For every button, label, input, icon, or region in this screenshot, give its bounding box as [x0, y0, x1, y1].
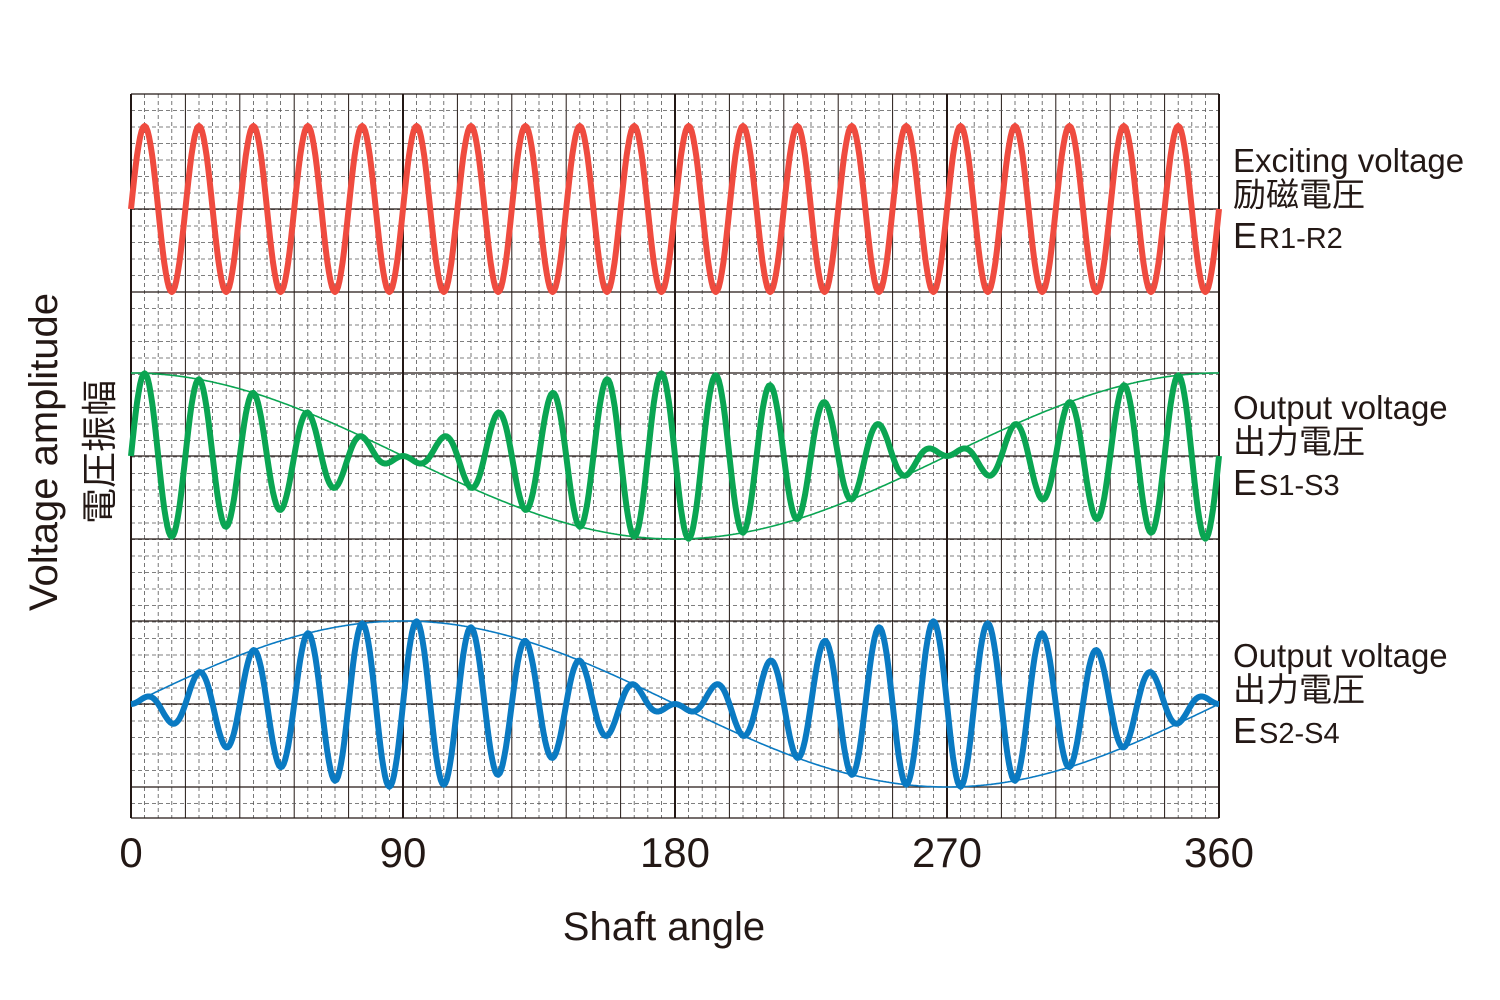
legend-subscript: R1-R2	[1259, 223, 1343, 255]
x-tick-label: 180	[640, 829, 710, 876]
curves	[128, 123, 1222, 790]
waveform	[129, 618, 1221, 790]
legend-symbol: E	[1233, 710, 1257, 751]
legend-label: Exciting voltage	[1233, 142, 1464, 179]
x-tick-label: 360	[1184, 829, 1254, 876]
legend-label-ja: 出力電圧	[1233, 423, 1365, 460]
x-axis-label: Shaft angle	[563, 905, 765, 949]
waveform	[128, 123, 1222, 295]
legend-symbol: E	[1233, 462, 1257, 503]
legend-label-ja: 励磁電圧	[1233, 176, 1365, 213]
y-axis-label-ja: 電圧振幅	[79, 380, 120, 524]
x-tick-label: 0	[119, 829, 142, 876]
legend-label: Output voltage	[1233, 389, 1448, 426]
y-axis-label: Voltage amplitude	[22, 293, 66, 611]
x-tick-label: 270	[912, 829, 982, 876]
legend-subscript: S1-S3	[1259, 470, 1340, 502]
legend-subscript: S2-S4	[1259, 718, 1340, 750]
x-tick-label: 90	[380, 829, 427, 876]
legend-label: Output voltage	[1233, 637, 1448, 674]
waveform	[128, 370, 1222, 542]
legend-symbol: E	[1233, 215, 1257, 256]
legend-label-ja: 出力電圧	[1233, 671, 1365, 708]
